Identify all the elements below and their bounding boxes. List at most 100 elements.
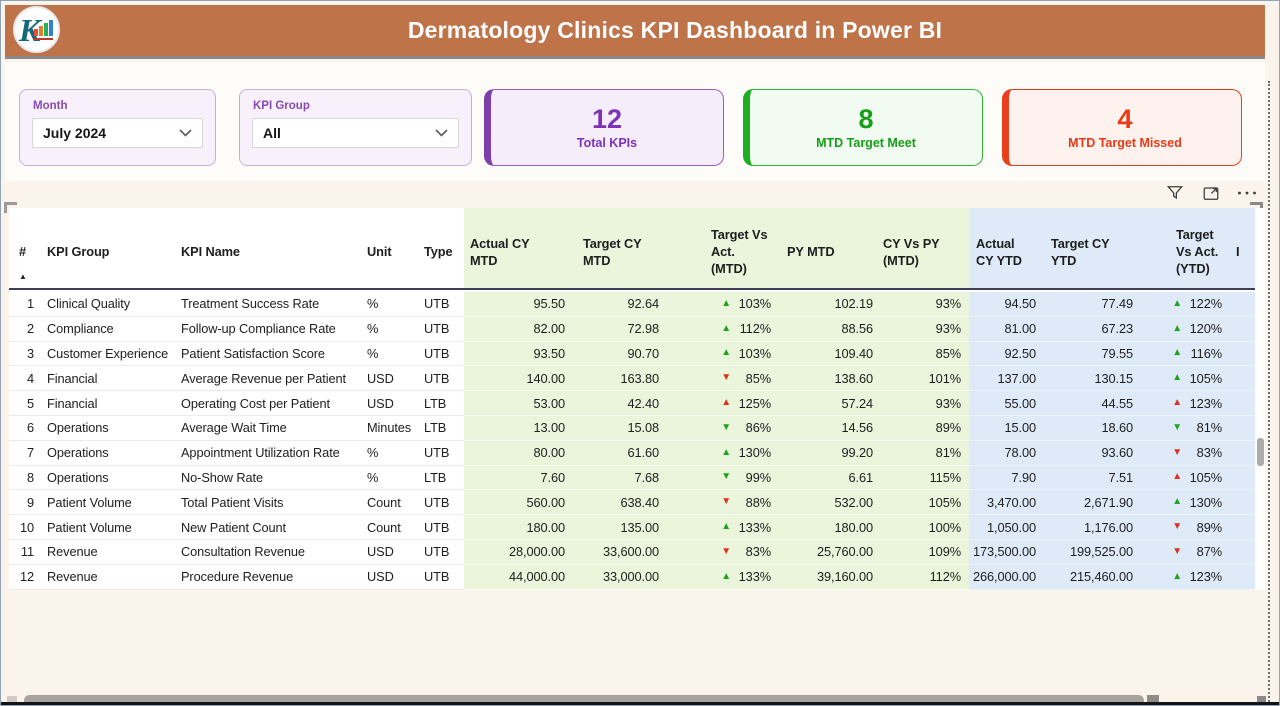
cell-kpi-name[interactable]: Procedure Revenue	[171, 564, 359, 590]
cell-type[interactable]: LTB	[417, 465, 464, 491]
cell-actual-cy-mtd[interactable]: 44,000.00	[464, 564, 571, 590]
cell-row-number[interactable]: 10	[9, 515, 39, 540]
cell-actual-cy-mtd[interactable]: 140.00	[464, 366, 571, 392]
cell-type[interactable]: UTB	[417, 316, 464, 342]
cell-type[interactable]: UTB	[417, 564, 464, 590]
cell-actual-cy-mtd[interactable]: 7.60	[464, 465, 571, 491]
cell-kpi-group[interactable]: Clinical Quality	[39, 292, 171, 317]
cell-actual-cy-mtd[interactable]: 95.50	[464, 292, 571, 317]
col-header-target-cy-ytd[interactable]: Target CY YTD	[1041, 208, 1137, 288]
cell-kpi-group[interactable]: Revenue	[39, 564, 171, 590]
card-mtd-target-missed[interactable]: 4 MTD Target Missed	[1002, 89, 1242, 166]
cell-target-vs-act-mtd[interactable]: ▲ 103%	[667, 292, 777, 317]
cell-row-number[interactable]: 1	[9, 292, 39, 317]
cell-actual-cy-ytd[interactable]: 81.00	[969, 316, 1041, 342]
kpi-group-dropdown[interactable]: All	[252, 118, 459, 148]
cell-cy-vs-py-mtd[interactable]: 89%	[877, 415, 969, 441]
cell-target-cy-ytd[interactable]: 18.60	[1041, 415, 1137, 441]
cell-type[interactable]: UTB	[417, 539, 464, 565]
cell-actual-cy-mtd[interactable]: 80.00	[464, 440, 571, 466]
cell-kpi-name[interactable]: No-Show Rate	[171, 465, 359, 491]
cell-py-mtd[interactable]: 57.24	[777, 391, 877, 416]
cell-target-vs-act-mtd[interactable]: ▲ 112%	[667, 316, 777, 342]
cell-cy-vs-py-mtd[interactable]: 101%	[877, 366, 969, 392]
cell-target-vs-act-ytd[interactable]: ▲ 116%	[1137, 341, 1227, 367]
horizontal-scrollbar-end[interactable]	[1147, 695, 1159, 705]
cell-target-cy-ytd[interactable]: 77.49	[1041, 292, 1137, 317]
cell-type[interactable]: UTB	[417, 292, 464, 317]
cell-target-cy-mtd[interactable]: 638.40	[571, 490, 667, 516]
cell-actual-cy-mtd[interactable]: 82.00	[464, 316, 571, 342]
cell-target-vs-act-ytd[interactable]: ▼ 87%	[1137, 539, 1227, 565]
cell-kpi-name[interactable]: Average Revenue per Patient	[171, 366, 359, 392]
cell-unit[interactable]: Minutes	[359, 415, 417, 441]
cell-row-number[interactable]: 8	[9, 465, 39, 491]
month-dropdown[interactable]: July 2024	[32, 118, 203, 148]
cell-row-number[interactable]: 6	[9, 415, 39, 441]
resize-handle[interactable]	[1257, 696, 1266, 705]
cell-unit[interactable]: %	[359, 341, 417, 367]
cell-type[interactable]: UTB	[417, 366, 464, 392]
cell-target-cy-ytd[interactable]: 215,460.00	[1041, 564, 1137, 590]
cell-target-vs-act-ytd[interactable]: ▼ 81%	[1137, 415, 1227, 441]
cell-actual-cy-ytd[interactable]: 266,000.00	[969, 564, 1041, 590]
cell-unit[interactable]: USD	[359, 539, 417, 565]
card-mtd-target-meet[interactable]: 8 MTD Target Meet	[743, 89, 983, 166]
cell-actual-cy-mtd[interactable]: 28,000.00	[464, 539, 571, 565]
cell-kpi-group[interactable]: Operations	[39, 415, 171, 441]
cell-cy-vs-py-mtd[interactable]: 115%	[877, 465, 969, 491]
cell-py-mtd[interactable]: 6.61	[777, 465, 877, 491]
cell-kpi-group[interactable]: Compliance	[39, 316, 171, 342]
cell-target-cy-ytd[interactable]: 93.60	[1041, 440, 1137, 466]
cell-target-cy-ytd[interactable]: 67.23	[1041, 316, 1137, 342]
cell-py-mtd[interactable]: 102.19	[777, 292, 877, 317]
cell-py-mtd[interactable]: 39,160.00	[777, 564, 877, 590]
cell-actual-cy-ytd[interactable]: 137.00	[969, 366, 1041, 392]
cell-kpi-name[interactable]: Follow-up Compliance Rate	[171, 316, 359, 342]
cell-target-cy-ytd[interactable]: 2,671.90	[1041, 490, 1137, 516]
col-header-clipped[interactable]: I	[1227, 208, 1255, 288]
cell-actual-cy-ytd[interactable]: 3,470.00	[969, 490, 1041, 516]
cell-target-vs-act-ytd[interactable]: ▲ 130%	[1137, 490, 1227, 516]
cell-actual-cy-ytd[interactable]: 92.50	[969, 341, 1041, 367]
cell-target-vs-act-mtd[interactable]: ▼ 88%	[667, 490, 777, 516]
cell-type[interactable]: UTB	[417, 490, 464, 516]
cell-row-number[interactable]: 5	[9, 391, 39, 416]
cell-py-mtd[interactable]: 532.00	[777, 490, 877, 516]
cell-target-cy-ytd[interactable]: 199,525.00	[1041, 539, 1137, 565]
cell-kpi-group[interactable]: Financial	[39, 366, 171, 392]
col-header-actual-cy-ytd[interactable]: Actual CY YTD	[969, 208, 1041, 288]
horizontal-scrollbar-thumb[interactable]	[24, 695, 1144, 705]
cell-target-cy-mtd[interactable]: 61.60	[571, 440, 667, 466]
cell-type[interactable]: UTB	[417, 515, 464, 540]
cell-target-vs-act-mtd[interactable]: ▼ 83%	[667, 539, 777, 565]
cell-target-vs-act-mtd[interactable]: ▲ 133%	[667, 515, 777, 540]
cell-target-vs-act-mtd[interactable]: ▼ 86%	[667, 415, 777, 441]
cell-kpi-group[interactable]: Operations	[39, 465, 171, 491]
cell-actual-cy-ytd[interactable]: 78.00	[969, 440, 1041, 466]
cell-row-number[interactable]: 7	[9, 440, 39, 466]
cell-actual-cy-ytd[interactable]: 15.00	[969, 415, 1041, 441]
cell-unit[interactable]: %	[359, 316, 417, 342]
cell-target-cy-ytd[interactable]: 130.15	[1041, 366, 1137, 392]
cell-row-number[interactable]: 11	[9, 539, 39, 565]
cell-py-mtd[interactable]: 25,760.00	[777, 539, 877, 565]
cell-target-cy-mtd[interactable]: 163.80	[571, 366, 667, 392]
cell-target-cy-mtd[interactable]: 72.98	[571, 316, 667, 342]
cell-py-mtd[interactable]: 88.56	[777, 316, 877, 342]
cell-row-number[interactable]: 3	[9, 341, 39, 367]
cell-target-vs-act-ytd[interactable]: ▲ 105%	[1137, 465, 1227, 491]
cell-kpi-name[interactable]: Consultation Revenue	[171, 539, 359, 565]
cell-unit[interactable]: %	[359, 440, 417, 466]
cell-unit[interactable]: USD	[359, 366, 417, 392]
col-header-actual-cy-mtd[interactable]: Actual CY MTD	[464, 208, 571, 288]
cell-target-cy-mtd[interactable]: 33,000.00	[571, 564, 667, 590]
cell-cy-vs-py-mtd[interactable]: 93%	[877, 292, 969, 317]
cell-target-cy-ytd[interactable]: 7.51	[1041, 465, 1137, 491]
horizontal-scrollbar[interactable]	[7, 695, 1163, 705]
cell-row-number[interactable]: 9	[9, 490, 39, 516]
cell-target-vs-act-ytd[interactable]: ▲ 105%	[1137, 366, 1227, 392]
cell-actual-cy-mtd[interactable]: 13.00	[464, 415, 571, 441]
cell-target-vs-act-ytd[interactable]: ▲ 122%	[1137, 292, 1227, 317]
cell-cy-vs-py-mtd[interactable]: 105%	[877, 490, 969, 516]
